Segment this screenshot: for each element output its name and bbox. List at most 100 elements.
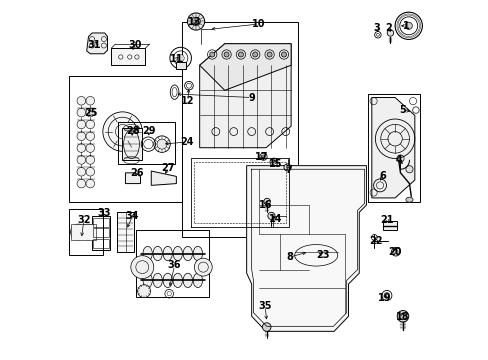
Text: 10: 10 <box>252 19 265 29</box>
Circle shape <box>187 13 204 30</box>
Text: 6: 6 <box>378 171 385 181</box>
Circle shape <box>238 52 243 57</box>
Bar <box>93 218 109 226</box>
Circle shape <box>86 156 94 164</box>
Bar <box>93 228 109 237</box>
Circle shape <box>131 256 153 279</box>
Text: 34: 34 <box>125 211 139 221</box>
Circle shape <box>264 198 270 205</box>
Polygon shape <box>246 166 366 331</box>
Bar <box>92 216 110 250</box>
Bar <box>70 224 96 240</box>
Text: 15: 15 <box>268 159 282 169</box>
Text: 32: 32 <box>77 215 90 225</box>
Circle shape <box>86 108 94 117</box>
Polygon shape <box>151 171 176 185</box>
Ellipse shape <box>193 246 202 261</box>
Circle shape <box>86 132 94 140</box>
Text: 28: 28 <box>125 126 139 136</box>
Bar <box>93 239 109 248</box>
Circle shape <box>80 224 96 240</box>
Circle shape <box>77 120 85 129</box>
Text: 13: 13 <box>188 17 202 27</box>
Circle shape <box>405 166 412 173</box>
Ellipse shape <box>183 273 192 288</box>
Text: 16: 16 <box>258 200 271 210</box>
Text: 8: 8 <box>285 252 292 262</box>
Circle shape <box>261 155 265 158</box>
Circle shape <box>284 164 290 171</box>
Ellipse shape <box>405 197 412 202</box>
Text: 35: 35 <box>258 301 271 311</box>
Polygon shape <box>199 44 290 90</box>
Text: 25: 25 <box>84 108 98 118</box>
Circle shape <box>102 112 142 151</box>
Polygon shape <box>371 98 414 198</box>
Text: 24: 24 <box>180 137 193 147</box>
Bar <box>382 221 396 230</box>
Text: 1: 1 <box>403 21 409 31</box>
Text: 23: 23 <box>316 250 329 260</box>
Ellipse shape <box>163 246 172 261</box>
Text: 19: 19 <box>378 293 391 303</box>
Circle shape <box>396 311 408 322</box>
Text: 14: 14 <box>268 215 282 224</box>
Circle shape <box>267 212 274 220</box>
Ellipse shape <box>183 246 192 261</box>
Bar <box>111 48 145 64</box>
Text: 3: 3 <box>372 23 379 33</box>
Text: 26: 26 <box>130 168 143 178</box>
Polygon shape <box>175 62 185 69</box>
Ellipse shape <box>142 273 152 288</box>
Text: 4: 4 <box>394 155 401 165</box>
Text: 20: 20 <box>387 247 401 257</box>
Circle shape <box>86 120 94 129</box>
Text: 12: 12 <box>181 96 194 106</box>
Bar <box>136 230 209 297</box>
Ellipse shape <box>153 246 162 261</box>
Circle shape <box>86 96 94 105</box>
Circle shape <box>177 54 184 62</box>
Text: 30: 30 <box>128 40 141 50</box>
Circle shape <box>77 156 85 164</box>
Ellipse shape <box>163 273 172 288</box>
Circle shape <box>157 139 167 149</box>
Text: 29: 29 <box>142 126 156 136</box>
Ellipse shape <box>142 246 152 261</box>
Text: 27: 27 <box>162 163 175 173</box>
Circle shape <box>77 167 85 176</box>
Bar <box>182 22 298 237</box>
Ellipse shape <box>193 273 202 288</box>
Circle shape <box>86 179 94 188</box>
Polygon shape <box>86 33 107 54</box>
Circle shape <box>77 132 85 140</box>
Bar <box>69 209 102 255</box>
Text: 17: 17 <box>254 152 268 162</box>
Circle shape <box>391 247 399 256</box>
Bar <box>122 128 142 160</box>
Circle shape <box>209 52 214 57</box>
Text: 22: 22 <box>369 236 383 246</box>
Text: 21: 21 <box>380 215 393 225</box>
Bar <box>118 122 175 163</box>
Text: 36: 36 <box>167 260 181 270</box>
Circle shape <box>194 258 212 276</box>
Text: 18: 18 <box>395 312 408 322</box>
Ellipse shape <box>173 246 182 261</box>
Text: 11: 11 <box>169 54 183 64</box>
Circle shape <box>252 52 257 57</box>
Bar <box>367 94 419 202</box>
Text: 31: 31 <box>87 40 101 50</box>
Polygon shape <box>125 173 140 184</box>
Circle shape <box>386 30 393 36</box>
Circle shape <box>266 52 271 57</box>
Circle shape <box>77 144 85 152</box>
Circle shape <box>224 52 228 57</box>
Bar <box>69 76 182 202</box>
Text: 9: 9 <box>248 93 255 103</box>
Circle shape <box>137 285 150 298</box>
Circle shape <box>86 167 94 176</box>
Polygon shape <box>199 44 290 148</box>
Circle shape <box>77 96 85 105</box>
Text: 5: 5 <box>399 105 406 115</box>
